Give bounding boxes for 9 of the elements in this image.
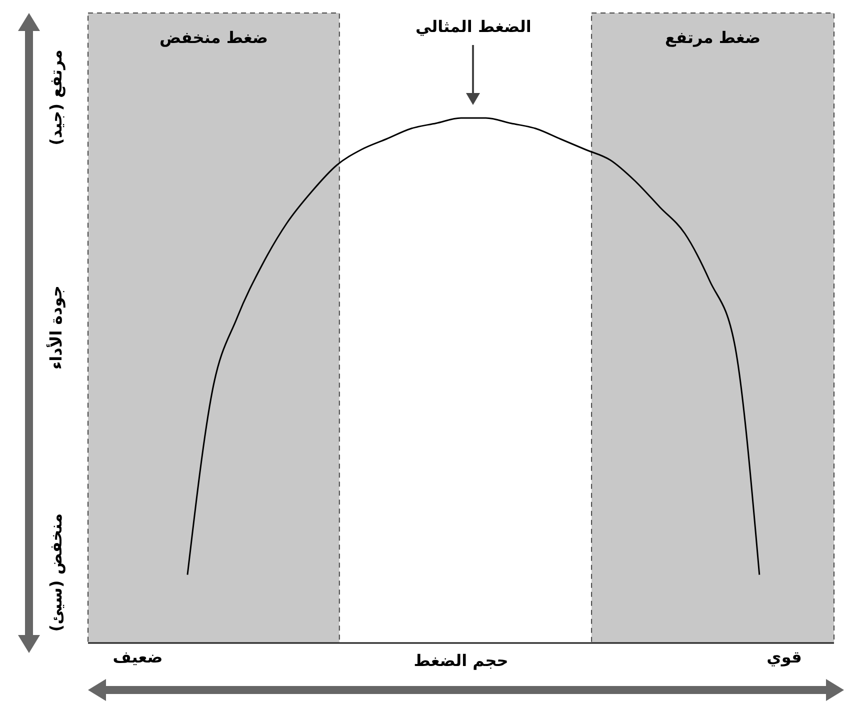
text: ضغط منخفض	[159, 28, 268, 47]
text: مرتفع (جيد)	[46, 48, 66, 148]
text: ضغط مرتفع	[665, 28, 761, 47]
y-axis-title: جودة الأداء	[46, 284, 66, 372]
x-axis-title: حجم الضغط	[412, 651, 510, 670]
x-tick-label: قوي	[766, 647, 802, 666]
x-tick-label: ضعيف	[112, 647, 163, 666]
text: منخفض (سيئ)	[46, 512, 66, 634]
text: الضغط المثالي	[414, 17, 532, 36]
